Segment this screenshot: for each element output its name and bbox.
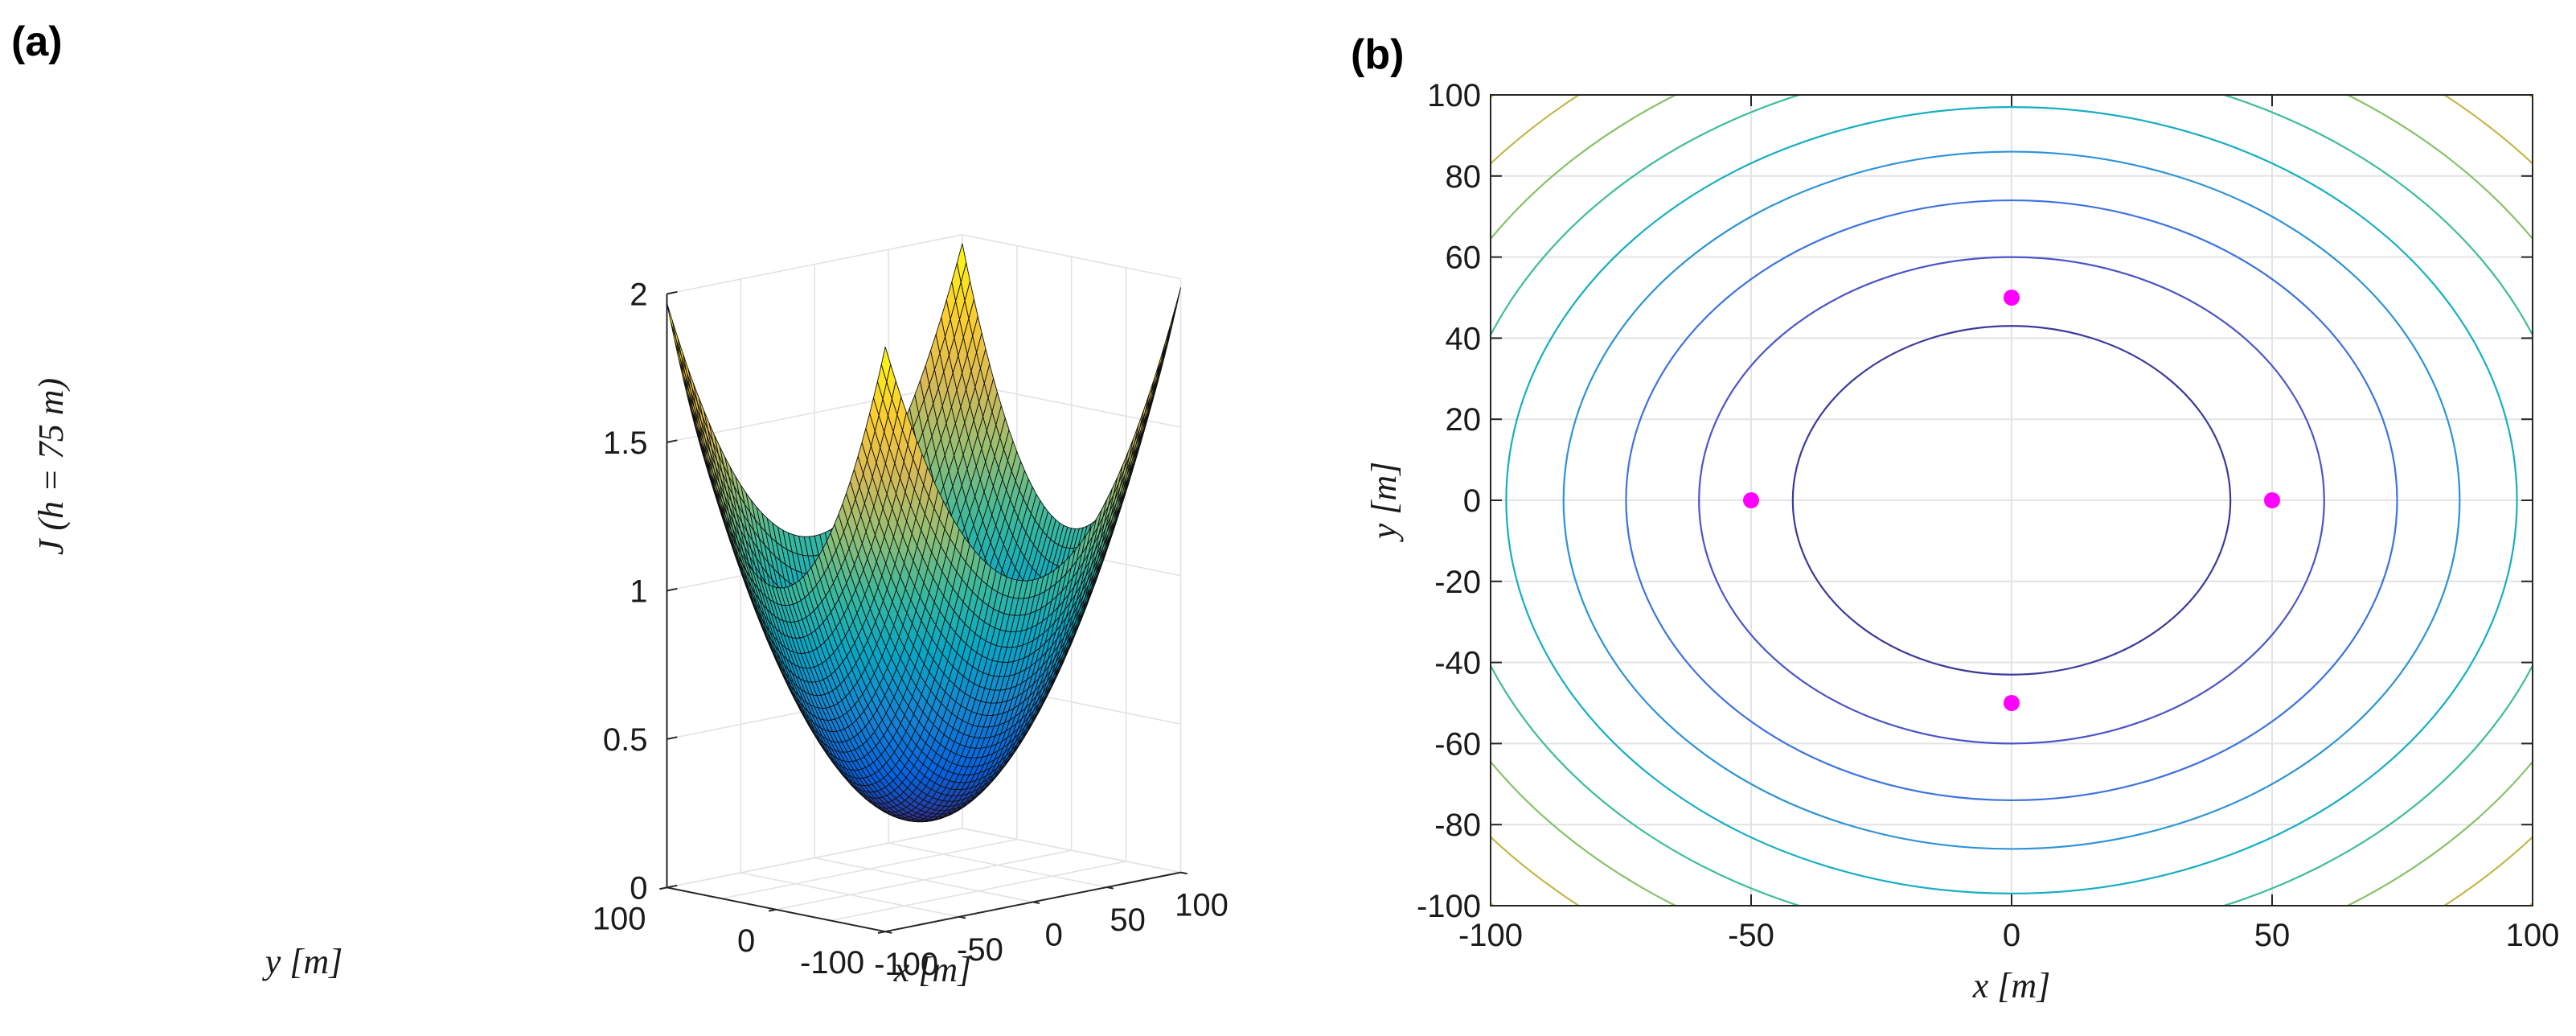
contour-line	[1491, 95, 2533, 906]
x-tick-label: 100	[1175, 888, 1229, 923]
x-tick-label: 0	[2003, 918, 2020, 953]
marker-point	[2004, 695, 2020, 711]
contour-line	[1491, 95, 2533, 906]
y-tick-label: 60	[1446, 240, 1482, 276]
contour-line	[1562, 150, 2461, 850]
y-tick-mark	[768, 908, 777, 912]
surface-patch	[880, 346, 892, 383]
x-axis-line	[884, 871, 1181, 933]
contour-lines	[1491, 95, 2533, 906]
grid-line	[776, 849, 1072, 911]
y-tick-label: -60	[1434, 726, 1481, 762]
contour-line	[1791, 325, 2232, 676]
z-tick-label: 0	[630, 870, 647, 906]
panel-label-a: (a)	[11, 18, 63, 65]
contour-line	[1505, 106, 2518, 894]
x-tick-mark	[958, 915, 966, 919]
y-axis-label: y [m]	[1364, 462, 1404, 543]
y-tick-mark	[877, 931, 886, 935]
x-tick-label: 100	[2506, 918, 2560, 953]
grid-line	[721, 838, 1017, 899]
y-tick-mark	[659, 886, 667, 890]
y-tick-label: 0	[737, 923, 755, 959]
y-tick-label: 20	[1446, 402, 1482, 438]
y-tick-label: -20	[1434, 565, 1481, 600]
x-tick-label: 50	[1110, 902, 1146, 938]
contour-grid	[1490, 94, 2533, 906]
z-tick-label: 0.5	[603, 722, 648, 758]
x-tick-label: 50	[2254, 918, 2291, 953]
x-tick-label: -50	[1728, 918, 1774, 953]
x-axis-label: x [m]	[1972, 966, 2051, 1005]
x-axis-label: x [m]	[893, 950, 972, 989]
z-tick-mark	[667, 439, 678, 443]
contour-axes-box	[1490, 94, 2533, 906]
surface-axes	[659, 290, 1188, 935]
z-tick-mark	[667, 884, 678, 889]
z-axis-label: J (h = 75 m)	[31, 378, 71, 555]
panel-label-b: (b)	[1351, 31, 1405, 78]
x-tick-mark	[1032, 901, 1040, 905]
y-tick-label: 80	[1446, 159, 1482, 195]
marker-point	[1743, 492, 1759, 508]
marker-point	[2264, 492, 2280, 508]
contour-plot-area	[1491, 95, 2533, 906]
y-tick-label: -100	[800, 945, 864, 980]
x-tick-label: -100	[874, 947, 938, 982]
contour-line	[1491, 95, 2533, 906]
x-tick-mark	[1180, 871, 1188, 875]
x-tick-label: -100	[1458, 918, 1523, 953]
y-tick-label: 0	[1463, 483, 1481, 519]
grid-line	[831, 861, 1126, 922]
z-tick-label: 2	[630, 277, 647, 312]
contour-line	[1491, 95, 2533, 906]
z-tick-mark	[667, 290, 678, 295]
y-tick-label: -40	[1434, 646, 1481, 681]
surface-mesh	[667, 243, 1181, 823]
x-tick-label: 0	[1045, 917, 1063, 952]
z-tick-mark	[667, 587, 678, 592]
z-tick-label: 1.5	[603, 426, 648, 461]
x-tick-mark	[884, 931, 892, 934]
y-tick-label: -100	[1417, 889, 1481, 924]
grid-line	[667, 828, 963, 889]
y-tick-label: 100	[1427, 78, 1481, 113]
y-tick-label: 40	[1446, 321, 1482, 356]
y-tick-label: 100	[593, 901, 646, 936]
contour-line	[1625, 199, 2398, 802]
z-tick-mark	[667, 736, 678, 740]
z-tick-label: 1	[630, 574, 647, 609]
marker-point	[2004, 290, 2020, 306]
y-axis-label: y [m]	[262, 942, 343, 981]
contour-line	[1698, 256, 2325, 745]
y-tick-label: -80	[1434, 808, 1481, 843]
grid-line	[667, 234, 963, 295]
x-tick-mark	[1106, 886, 1114, 890]
x-tick-label: -50	[957, 932, 1003, 968]
